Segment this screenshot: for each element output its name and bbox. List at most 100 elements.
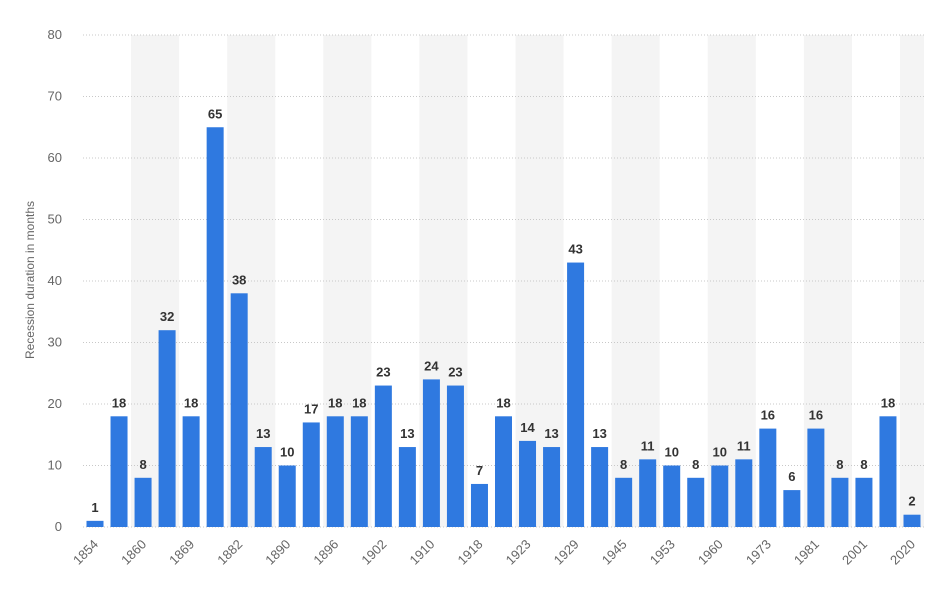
bar: [855, 477, 873, 527]
bar: [374, 385, 392, 527]
data-label: 11: [641, 438, 655, 453]
data-label: 13: [592, 426, 606, 441]
x-tick-label: 1981: [791, 537, 822, 568]
x-tick-label: 1854: [70, 537, 101, 568]
data-label: 2: [908, 494, 915, 509]
data-label: 14: [520, 420, 535, 435]
data-label: 11: [737, 438, 751, 453]
data-label: 16: [761, 408, 775, 423]
bar: [446, 385, 464, 527]
x-tick-label: 1918: [455, 537, 486, 568]
bar: [206, 127, 224, 527]
data-label: 43: [568, 242, 582, 257]
data-label: 8: [692, 457, 699, 472]
data-label: 10: [713, 445, 727, 460]
bar: [278, 465, 296, 527]
bar: [422, 379, 440, 527]
x-tick-label: 1890: [262, 537, 293, 568]
bar: [783, 490, 801, 527]
x-tick-label: 2001: [839, 537, 870, 568]
x-tick-label: 1945: [599, 537, 630, 568]
y-tick-label: 10: [48, 458, 62, 473]
bar: [495, 416, 512, 527]
data-label: 13: [544, 426, 558, 441]
bar: [663, 465, 681, 527]
data-label: 18: [328, 395, 342, 410]
y-tick-label: 70: [48, 89, 62, 104]
bar: [326, 416, 344, 527]
data-label: 13: [400, 426, 414, 441]
bar: [591, 447, 609, 527]
data-label: 1: [91, 500, 98, 515]
bar: [86, 520, 104, 527]
y-tick-label: 50: [48, 212, 62, 227]
bar: [879, 416, 897, 527]
data-label: 16: [809, 408, 823, 423]
data-label: 18: [112, 395, 126, 410]
x-tick-label: 1902: [358, 537, 389, 568]
data-label: 8: [860, 457, 867, 472]
y-tick-label: 80: [48, 27, 62, 42]
bar: [158, 330, 176, 527]
y-tick-label: 0: [55, 519, 62, 534]
x-tick-label: 1929: [551, 537, 582, 568]
data-label: 32: [160, 309, 174, 324]
data-label: 18: [352, 395, 366, 410]
x-tick-label: 1953: [647, 537, 678, 568]
bar: [615, 477, 633, 527]
data-label: 24: [424, 358, 439, 373]
x-tick-label: 2020: [887, 537, 918, 568]
bar: [254, 447, 272, 527]
bar: [302, 422, 320, 527]
bar: [567, 262, 585, 527]
data-label: 23: [448, 365, 462, 380]
bar: [182, 416, 200, 527]
bar: [519, 440, 537, 527]
bar: [134, 477, 152, 527]
bar: [759, 428, 777, 527]
data-label: 6: [788, 469, 795, 484]
bar: [350, 416, 368, 527]
data-label: 8: [836, 457, 843, 472]
x-tick-label: 1860: [118, 537, 149, 568]
data-label: 8: [620, 457, 627, 472]
data-label: 38: [232, 272, 246, 287]
bar: [735, 459, 753, 527]
bar: [543, 447, 561, 527]
data-label: 65: [208, 106, 222, 121]
x-tick-label: 1960: [695, 537, 726, 568]
x-tick-label: 1910: [406, 537, 437, 568]
x-tick-label: 1973: [743, 537, 774, 568]
x-axis-ticks: 1854 1860 1869 1882 1890 1896 1902 1910 1918 1923…: [70, 537, 918, 568]
x-tick-label: 1896: [310, 537, 341, 568]
y-tick-label: 60: [48, 150, 62, 165]
data-label: 23: [376, 365, 390, 380]
bars: [86, 127, 921, 527]
y-tick-label: 20: [48, 396, 62, 411]
data-label: 7: [476, 463, 483, 478]
bar: [903, 514, 921, 527]
data-label: 10: [664, 445, 678, 460]
data-label: 18: [881, 395, 895, 410]
bar: [470, 483, 488, 527]
x-tick-label: 1882: [214, 537, 245, 568]
data-label: 17: [304, 401, 318, 416]
y-tick-label: 30: [48, 335, 62, 350]
data-label: 10: [280, 445, 294, 460]
bar: [110, 416, 128, 527]
bar: [687, 477, 705, 527]
bar: [398, 447, 416, 527]
y-tick-label: 40: [48, 273, 62, 288]
bar: [230, 293, 248, 527]
y-axis-ticks: 0 10 20 30 40 50 60 70 80: [48, 27, 62, 534]
data-label: 13: [256, 426, 270, 441]
bar: [711, 465, 729, 527]
data-label: 18: [184, 395, 198, 410]
x-tick-label: 1869: [166, 537, 197, 568]
bar: [831, 477, 849, 527]
data-label: 8: [139, 457, 146, 472]
y-axis-title: Recession duration in months: [23, 201, 37, 359]
data-label: 18: [496, 395, 510, 410]
